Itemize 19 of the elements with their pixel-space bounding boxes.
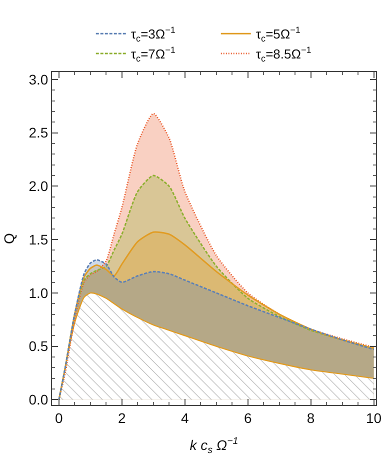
- y-tick-label: 1.5: [28, 231, 48, 248]
- legend-label: τ$_{c}$=5Ω$^{−1}$: [256, 25, 300, 44]
- legend-label: τ$_{c}$=8.5Ω$^{−1}$: [256, 45, 312, 64]
- legend-label: τ$_{c}$=3Ω$^{−1}$: [130, 25, 176, 44]
- y-tick-label: 2.5: [28, 124, 48, 141]
- x-tick-label: 0: [55, 410, 64, 426]
- y-tick-label: 0.5: [28, 338, 48, 354]
- y-tick-label: 1.0: [28, 284, 48, 301]
- y-tick-label: 0.0: [28, 392, 48, 408]
- y-tick-label: 3.0: [28, 71, 48, 88]
- x-tick-label: 6: [244, 410, 252, 426]
- x-axis-title: k c$_{s}$ Ω$^{−1}$: [190, 436, 238, 456]
- x-tick-label: 4: [180, 410, 189, 426]
- y-axis-title: Q: [1, 232, 17, 244]
- x-tick-label: 2: [118, 410, 126, 426]
- legend-label: τ$_{c}$=7Ω$^{−1}$: [130, 45, 176, 64]
- x-tick-label: 10: [366, 410, 382, 426]
- y-tick-label: 2.0: [28, 178, 48, 194]
- x-tick-label: 8: [306, 410, 315, 426]
